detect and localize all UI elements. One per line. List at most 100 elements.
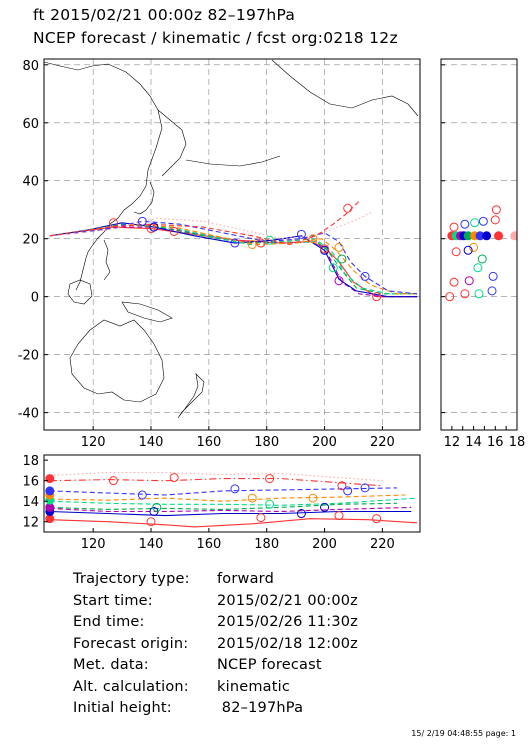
- latitude-side-points: [445, 205, 517, 302]
- trajectory-marker: [360, 271, 370, 281]
- trajectory-marker: [230, 484, 240, 494]
- trajectory-marker: [256, 238, 266, 248]
- trajectory-marker: [146, 517, 156, 527]
- trajectory-marker: [464, 276, 474, 286]
- map-axis-ticks: 120 140 160 180 200 220 -40 -20 0 20 40 60 80: [18, 59, 395, 450]
- trajectory-marker: [360, 483, 370, 493]
- trajectory-marker: [463, 245, 473, 255]
- trajectory-marker: [45, 474, 55, 484]
- trajectory-line: [49, 518, 418, 528]
- trajectory-line: [49, 220, 418, 295]
- info-label: Met. data:: [73, 657, 149, 673]
- x-tick-label: 14: [465, 435, 482, 450]
- trajectory-marker: [469, 242, 479, 252]
- footer-timestamp: 15/ 2/19 04:48:55 page: 1: [411, 729, 516, 738]
- trajectory-marker: [494, 231, 504, 241]
- info-value: 82–197hPa: [217, 700, 304, 716]
- new-guinea-coastline: [121, 301, 173, 323]
- trajectory-line: [49, 506, 412, 513]
- y-tick-label: 14: [22, 495, 39, 510]
- info-value: kinematic: [217, 678, 291, 695]
- x-tick-label: 140: [139, 435, 164, 450]
- trajectory-marker: [474, 289, 484, 299]
- trajectory-marker: [491, 205, 501, 215]
- y-tick-label: 60: [22, 117, 39, 132]
- y-tick-label: 80: [22, 59, 39, 74]
- y-tick-label: 12: [22, 516, 39, 531]
- trajectory-marker: [265, 235, 275, 245]
- asia-coastline: [44, 61, 163, 291]
- trajectory-marker: [478, 216, 488, 226]
- trajectory-info: Trajectory type: forward Start time: 2015/…: [73, 569, 358, 720]
- info-label: Forecast origin:: [73, 635, 189, 652]
- trajectory-marker: [230, 238, 240, 248]
- y-tick-label: -20: [18, 349, 39, 364]
- trajectory-marker: [108, 476, 118, 486]
- info-row: Start time: 2015/02/21 00:00z: [73, 591, 358, 613]
- trajectory-line: [49, 226, 418, 298]
- info-value: 2015/02/21 00:00z: [217, 592, 358, 609]
- coastlines: [44, 59, 419, 419]
- trajectory-marker: [477, 254, 487, 264]
- trajectory-marker: [108, 218, 118, 228]
- trajectory-marker: [372, 514, 382, 524]
- trajectory-line: [49, 223, 418, 295]
- trajectory-marker: [337, 481, 347, 491]
- x-tick-label: 220: [370, 537, 395, 552]
- trajectory-marker: [473, 263, 483, 273]
- trajectory-marker: [482, 231, 492, 241]
- borneo-coastline: [67, 279, 93, 305]
- trajectory-marker: [334, 511, 344, 521]
- trajectory-line: [49, 200, 360, 246]
- height-panel-frame: [43, 454, 421, 533]
- trajectory-marker: [490, 215, 500, 225]
- side-axis-ticks: 12 14 16 18: [441, 64, 525, 450]
- kamchatka-coastline: [157, 109, 187, 177]
- trajectory-marker: [296, 509, 306, 519]
- trajectory-line: [49, 471, 383, 482]
- trajectory-marker: [510, 231, 517, 241]
- x-tick-label: 200: [312, 435, 337, 450]
- trajectory-marker: [265, 474, 275, 484]
- trajectory-marker: [334, 242, 344, 252]
- trajectory-marker: [152, 502, 162, 512]
- side-frame: [440, 58, 518, 431]
- info-value: forward: [217, 571, 274, 587]
- trajectory-marker: [296, 229, 306, 239]
- trajectory-marker: [169, 473, 179, 483]
- info-label: End time:: [73, 614, 145, 630]
- japan-coastline: [133, 181, 155, 215]
- info-row: Met. data: NCEP forecast: [73, 655, 358, 677]
- trajectory-marker: [137, 216, 147, 226]
- trajectory-line: [49, 222, 418, 298]
- trajectory-marker: [320, 244, 330, 254]
- x-tick-label: 120: [81, 435, 106, 450]
- trajectory-marker: [470, 218, 480, 228]
- trajectory-marker: [247, 240, 257, 249]
- x-tick-label: 180: [254, 537, 279, 552]
- philippines-coastline: [103, 239, 111, 281]
- info-label: Alt. calculation:: [73, 678, 189, 695]
- info-label: Start time:: [73, 592, 153, 609]
- y-tick-label: 20: [22, 233, 39, 248]
- trajectory-marker: [320, 502, 330, 512]
- x-tick-label: 180: [254, 435, 279, 450]
- x-tick-label: 12: [444, 435, 461, 450]
- info-row: Alt. calculation: kinematic: [73, 677, 358, 699]
- trajectory-marker: [308, 234, 318, 244]
- trajectory-marker: [487, 286, 497, 296]
- chart-title-line2: NCEP forecast / kinematic / fcst org:021…: [33, 29, 398, 47]
- x-tick-label: 200: [312, 537, 337, 552]
- x-tick-label: 140: [139, 537, 164, 552]
- info-label: Trajectory type:: [73, 571, 190, 587]
- info-value: NCEP forecast: [217, 657, 322, 673]
- trajectory-line: [49, 226, 418, 298]
- x-tick-label: 160: [196, 435, 221, 450]
- trajectory-marker: [343, 203, 353, 213]
- trajectory-marker: [169, 226, 179, 236]
- trajectory-marker: [337, 254, 347, 264]
- trajectory-line: [49, 497, 418, 506]
- height-time-series: [45, 471, 418, 528]
- x-tick-label: 120: [81, 537, 106, 552]
